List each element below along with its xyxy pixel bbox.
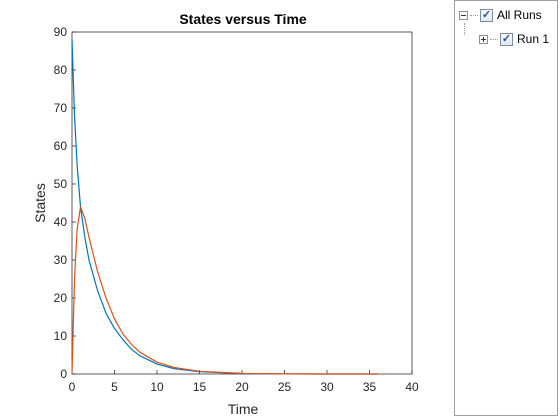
y-tick-label: 30 (54, 253, 68, 267)
y-tick-label: 90 (54, 25, 68, 39)
y-tick-label: 80 (54, 63, 68, 77)
tree-connector (470, 14, 478, 16)
x-axis-label: Time (228, 401, 259, 417)
tree-connector (464, 23, 465, 35)
y-tick-label: 70 (54, 101, 68, 115)
x-tick-label: 20 (235, 380, 249, 394)
expand-icon[interactable] (479, 34, 488, 44)
y-tick-label: 0 (60, 367, 67, 381)
y-tick-label: 60 (54, 139, 68, 153)
checkmark-icon: ✓ (481, 9, 492, 21)
x-axis-ticks: 0 5 10 15 20 25 30 35 40 (69, 370, 419, 394)
tree-node-run-1[interactable]: ✓ Run 1 (479, 31, 549, 47)
run-tree-panel: ✓ All Runs ✓ Run 1 (454, 0, 558, 416)
tree-node-all-runs[interactable]: ✓ All Runs (459, 7, 542, 23)
x-tick-label: 0 (69, 380, 76, 394)
series-layer (71, 39, 378, 375)
chart-title: States versus Time (179, 11, 307, 27)
x-tick-label: 25 (278, 380, 292, 394)
x-tick-label: 5 (111, 380, 118, 394)
y-tick-label: 20 (54, 291, 68, 305)
plot-area: States versus Time Time States 0 5 10 15 20 2… (32, 11, 419, 417)
x-tick-label: 35 (363, 380, 377, 394)
x-tick-label: 15 (193, 380, 207, 394)
collapse-icon[interactable] (459, 10, 468, 20)
x-tick-label: 40 (405, 380, 419, 394)
y-tick-label: 10 (54, 329, 68, 343)
x-tick-label: 30 (320, 380, 334, 394)
axes-box (71, 31, 413, 375)
checkmark-icon: ✓ (501, 33, 512, 45)
run-1-checkbox[interactable]: ✓ (500, 32, 513, 46)
all-runs-checkbox[interactable]: ✓ (480, 8, 493, 22)
tree-connector (490, 38, 498, 40)
series-line-2 (71, 206, 378, 375)
x-tick-label: 10 (150, 380, 164, 394)
y-tick-label: 40 (54, 215, 68, 229)
run-1-label: Run 1 (517, 32, 550, 46)
y-tick-label: 50 (54, 177, 68, 191)
chart: States versus Time Time States 0 5 10 15 20 2… (32, 11, 419, 417)
all-runs-label: All Runs (497, 8, 542, 22)
y-axis-label: States (32, 183, 48, 223)
